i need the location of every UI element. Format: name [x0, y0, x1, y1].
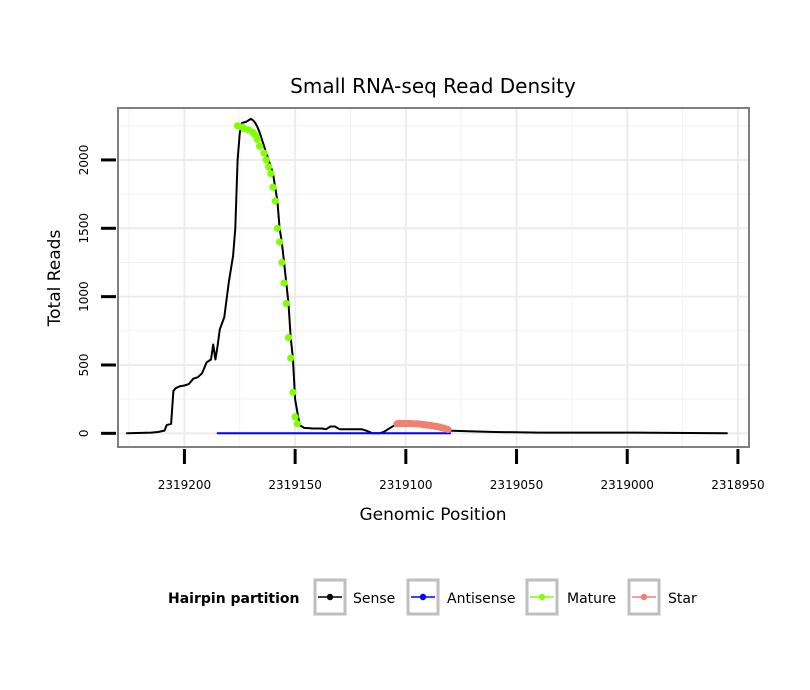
legend-entry-mature: Mature — [525, 578, 616, 616]
x-tick-label: 2319100 — [379, 478, 432, 492]
x-tick-label: 2319200 — [158, 478, 211, 492]
series-point-mature — [262, 156, 270, 164]
series-point-mature — [273, 224, 281, 232]
chart-title: Small RNA-seq Read Density — [290, 74, 576, 98]
legend-entry-star: Star — [627, 578, 697, 616]
series-point-mature — [293, 420, 301, 428]
series-point-mature — [280, 279, 288, 287]
series-point-mature — [265, 163, 273, 171]
series-point-mature — [282, 299, 290, 308]
series-point-mature — [287, 354, 295, 362]
x-tick-label: 2319050 — [490, 478, 543, 492]
y-axis: 0 500 1000 1500 2000 — [77, 145, 116, 437]
x-tick-label: 2319150 — [268, 478, 321, 492]
x-tick-label: 2318950 — [711, 478, 764, 492]
series-point-mature — [267, 170, 275, 178]
y-tick-label: 0 — [77, 430, 91, 438]
x-axis: 2319200 2319150 2319100 2319050 2319000 23189… — [158, 449, 765, 492]
plot-panel — [118, 108, 749, 447]
y-tick-label: 500 — [77, 354, 91, 377]
series-point-mature — [278, 258, 286, 267]
series-point-mature — [271, 197, 279, 205]
legend-label-star: Star — [668, 591, 697, 607]
legend: Hairpin partition Sense Antisense Mature… — [168, 578, 697, 616]
y-axis-title: Total Reads — [45, 230, 65, 328]
series-point-mature — [291, 413, 299, 421]
y-tick-label: 2000 — [77, 145, 91, 176]
series-point-mature — [260, 149, 268, 157]
series-point-mature — [289, 388, 297, 396]
series-layer — [125, 117, 728, 435]
series-point-mature — [253, 135, 262, 143]
legend-entry-antisense: Antisense — [406, 578, 516, 616]
y-tick-label: 1000 — [77, 281, 91, 312]
x-axis-title: Genomic Position — [359, 505, 506, 525]
legend-label-antisense: Antisense — [447, 591, 516, 607]
series-point-mature — [256, 142, 264, 150]
legend-label-sense: Sense — [353, 591, 395, 607]
x-tick-label: 2319000 — [601, 478, 654, 492]
series-point-star — [444, 425, 452, 434]
legend-title: Hairpin partition — [168, 591, 299, 607]
legend-label-mature: Mature — [567, 591, 616, 607]
y-tick-label: 1500 — [77, 213, 91, 244]
legend-entry-sense: Sense — [313, 578, 395, 616]
plot-panel-border — [117, 107, 750, 448]
series-line-sense — [125, 117, 728, 435]
series-point-mature — [284, 334, 293, 342]
series-point-mature — [276, 238, 284, 246]
series-point-mature — [269, 183, 277, 191]
